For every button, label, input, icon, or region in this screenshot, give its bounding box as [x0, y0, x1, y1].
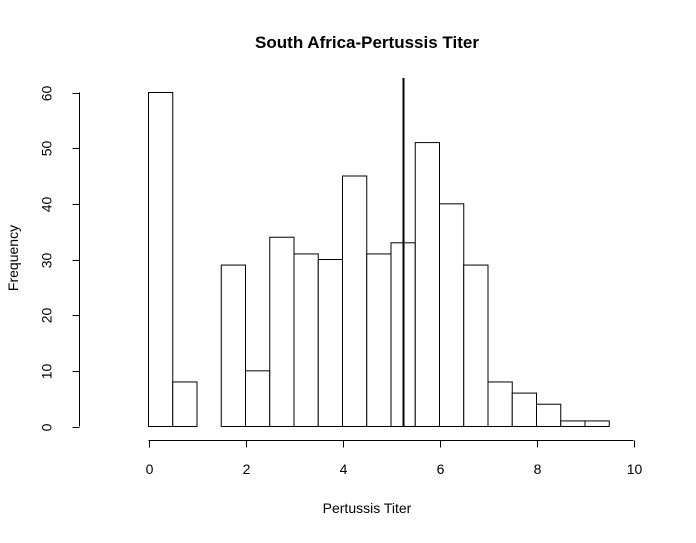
- histogram-bar-7: [317, 259, 343, 427]
- histogram-bar-14: [487, 381, 513, 428]
- x-axis: 0 2 4 6 8 10: [146, 440, 643, 477]
- y-tick-label: 50: [39, 141, 55, 157]
- histogram-bar-12: [439, 203, 465, 427]
- histogram-bar-6: [293, 253, 319, 427]
- histogram-bar-0: [148, 92, 174, 427]
- histogram-bar-13: [463, 264, 489, 428]
- histogram-bar-9: [366, 253, 392, 427]
- x-tick-label: 0: [146, 461, 154, 477]
- histogram-bar-8: [342, 175, 368, 427]
- y-tick-label: 10: [39, 364, 55, 380]
- x-tick-label: 2: [243, 461, 251, 477]
- histogram-bar-15: [511, 392, 537, 428]
- y-tick-label: 20: [39, 308, 55, 324]
- y-tick-label: 60: [39, 86, 55, 102]
- histogram-bar-5: [269, 236, 295, 427]
- x-tick-label: 6: [437, 461, 445, 477]
- chart-title: South Africa-Pertussis Titer: [255, 33, 479, 52]
- y-tick-label: 40: [39, 197, 55, 213]
- histogram-bar-1: [172, 381, 198, 428]
- y-axis: 0 10 20 30 40 50 60: [39, 86, 80, 431]
- y-tick-label: 0: [39, 423, 55, 431]
- histogram-bar-16: [536, 403, 562, 428]
- x-axis-label: Pertussis Titer: [323, 500, 412, 516]
- y-axis-label: Frequency: [5, 225, 21, 291]
- histogram-bar-4: [245, 370, 271, 428]
- histogram-bar-3: [220, 264, 246, 428]
- x-tick-label: 8: [534, 461, 542, 477]
- bars-layer: [148, 92, 610, 428]
- histogram-bar-11: [414, 142, 440, 427]
- histogram-bar-17: [560, 420, 586, 427]
- y-tick-label: 30: [39, 253, 55, 269]
- histogram-bar-18: [584, 420, 610, 427]
- x-tick-label: 10: [627, 461, 643, 477]
- x-tick-label: 4: [340, 461, 348, 477]
